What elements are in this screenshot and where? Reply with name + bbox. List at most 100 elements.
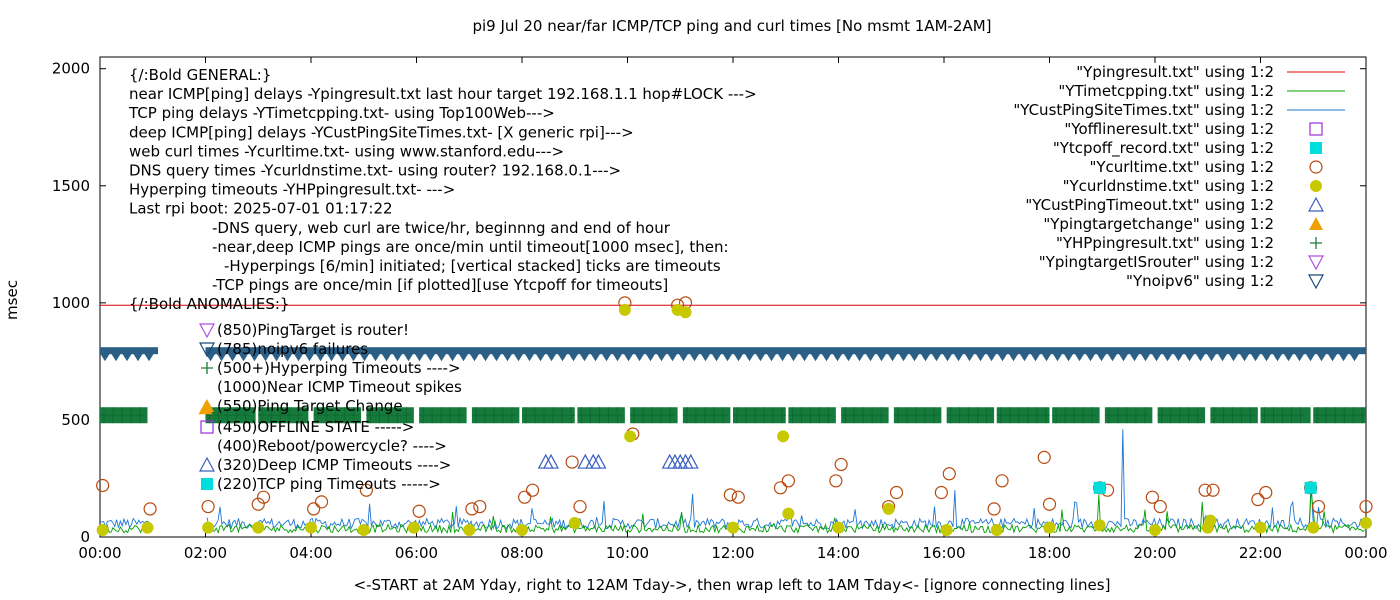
series-ycurltime-point (573, 499, 587, 514)
series-ynoipv6-tick (612, 353, 623, 362)
series-ycurldnstime-point (1093, 519, 1106, 532)
series-yhppingresult-tick (349, 407, 358, 424)
series-ynoipv6-tick (909, 353, 920, 362)
series-yhppingresult-tick (267, 407, 276, 424)
series-yhppingresult-tick (455, 407, 464, 424)
plot-area: 00:00 02:00 04:00 06:00 08:00 10:00 12:00 14:00… (52, 56, 1388, 562)
series-yhppingresult-tick (375, 407, 384, 424)
series-ynoipv6-tick (634, 353, 645, 362)
series-ycurldnstime-point (1307, 521, 1320, 534)
series-yhppingresult-tick (331, 407, 340, 424)
anomaly-label: (220)TCP ping Timeouts -----> (217, 475, 441, 493)
annotation-line: deep ICMP[ping] delays -YCustPingSiteTim… (129, 123, 634, 141)
y-tick-label: 500 (61, 411, 90, 429)
anomaly-label: (785)noipv6 failures (217, 340, 368, 358)
series-yhppingresult-tick (1322, 407, 1331, 424)
series-yhppingresult-tick (437, 407, 446, 424)
series-ynoipv6-tick (1217, 353, 1228, 362)
series-ynoipv6-tick (964, 353, 975, 362)
legend-label: "Ycurldnstime.txt" using 1:2 (1063, 177, 1274, 195)
series-ynoipv6-tick (766, 353, 777, 362)
series-ynoipv6-tick (535, 353, 546, 362)
series-ycurltime-point (565, 455, 579, 469)
x-tick-label: 00:00 (1344, 544, 1387, 562)
legend-label: "YCustPingTimeout.txt" using 1:2 (1025, 196, 1274, 214)
series-ycurldnstime-point (782, 507, 795, 520)
series-ynoipv6-tick (667, 353, 678, 362)
series-yhppingresult-tick (446, 407, 455, 424)
anomaly-marker (200, 399, 214, 412)
series-yhppingresult-tick (214, 407, 223, 424)
x-tick-label: 14:00 (817, 544, 860, 562)
series-yhppingresult-tick (982, 407, 991, 424)
series-yhppingresult-tick (955, 407, 964, 424)
series-ynoipv6-tick (502, 353, 513, 362)
series-ycurltime-point (987, 502, 1001, 516)
series-yhppingresult-tick (471, 407, 480, 424)
series-ycurltime-point (829, 474, 843, 488)
series-ycustpingsitetimes-line (99, 429, 1366, 531)
series-ynoipv6-tick (1085, 353, 1096, 362)
series-yhppingresult-tick (567, 407, 575, 424)
x-tick-label: 00:00 (78, 544, 121, 562)
series-ynoipv6-tick (623, 353, 634, 362)
series-ynoipv6-tick (744, 353, 755, 362)
series-yhppingresult-tick (1122, 407, 1131, 424)
series-yhppingresult-tick (558, 407, 566, 424)
series-ynoipv6-tick (1052, 353, 1063, 362)
series-ynoipv6-tick (491, 353, 502, 362)
series-ycurltime-point (995, 474, 1009, 488)
legend-label: "Ytcpoff_record.txt" using 1:2 (1053, 139, 1274, 158)
series-yhppingresult-tick (700, 407, 709, 424)
x-tick-label: 18:00 (1028, 544, 1071, 562)
series-ynoipv6-tick (1173, 353, 1184, 362)
series-yhppingresult-tick (769, 407, 777, 424)
series-yhppingresult-tick (806, 407, 815, 424)
series-yhppingresult-tick (1014, 407, 1023, 424)
series-ynoipv6-tick (100, 353, 110, 362)
series-yhppingresult-tick (1358, 407, 1367, 424)
series-ycurltime-point (1042, 497, 1057, 511)
anomaly-label: (500+)Hyperping Timeouts ----> (217, 359, 461, 377)
series-ycurldnstime (96, 303, 1372, 536)
series-yhppingresult-tick (709, 407, 718, 424)
series-ycurldnstime-point (305, 521, 317, 534)
series-ycurldnstime-point (990, 523, 1003, 536)
series-ynoipv6-tick (1206, 353, 1217, 362)
series-yhppingresult-tick (742, 407, 750, 424)
y-tick-label: 1500 (52, 177, 90, 195)
series-ynoipv6-tick (469, 353, 480, 362)
series-yhppingresult-tick (366, 407, 375, 424)
series-yhppingresult-tick (778, 407, 786, 424)
anomaly-label: (400)Reboot/powercycle? ----> (217, 437, 447, 455)
legend-swatch (1309, 217, 1323, 230)
legend-label: "YpingtargetISrouter" using 1:2 (1039, 253, 1274, 271)
series-ynoipv6-tick (1129, 353, 1140, 362)
series-yhppingresult-tick (1193, 407, 1202, 424)
series-ynoipv6-tick (799, 353, 810, 362)
series-ynoipv6 (100, 347, 1366, 362)
series-ynoipv6-tick (271, 353, 282, 362)
series-ynoipv6-tick (414, 353, 425, 362)
series-yhppingresult-tick (920, 407, 929, 424)
series-ynoipv6-tick (942, 353, 953, 362)
x-tick-label: 10:00 (606, 544, 649, 562)
series-ycustpingtimeout-point (682, 453, 699, 469)
annotation-general: {/:Bold GENERAL:}near ICMP[ping] delays … (128, 66, 757, 313)
x-tick-label: 02:00 (184, 544, 227, 562)
series-yhppingresult-tick (586, 407, 595, 424)
series-yhppingresult-tick (1260, 407, 1269, 424)
series-yhppingresult-tick (241, 407, 250, 424)
series-yhppingresult-tick (1166, 407, 1175, 424)
series-ynoipv6-tick (700, 353, 711, 362)
series-ynoipv6-tick (458, 353, 469, 362)
series-yhppingresult-tick (1023, 407, 1032, 424)
series-ynoipv6-tick (1041, 353, 1052, 362)
series-yhppingresult-tick (294, 407, 303, 424)
series-ycurldnstime-point (141, 521, 154, 534)
legend: "Ypingresult.txt" using 1:2"YTimetcpping… (1013, 63, 1345, 290)
annotation-line: near ICMP[ping] delays -Ypingresult.txt … (129, 85, 757, 103)
series-ycurldnstime-point (96, 523, 109, 536)
series-ynoipv6-tick (216, 353, 227, 362)
